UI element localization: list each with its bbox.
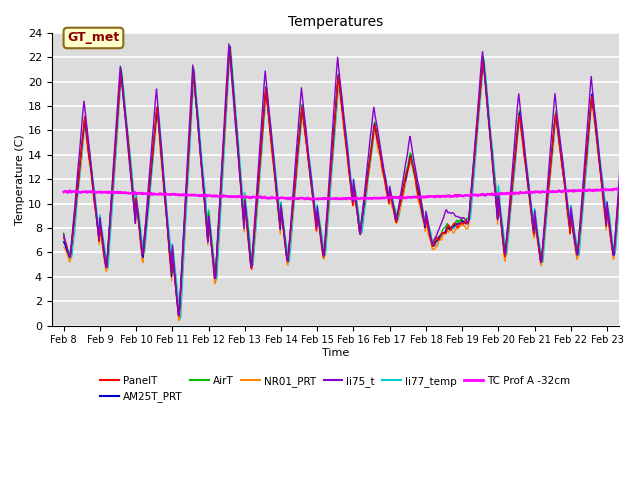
X-axis label: Time: Time [322,348,349,358]
Text: GT_met: GT_met [67,32,120,45]
Legend: PanelT, AM25T_PRT, AirT, NR01_PRT, li75_t, li77_temp, TC Prof A -32cm: PanelT, AM25T_PRT, AirT, NR01_PRT, li75_… [96,372,575,406]
Y-axis label: Temperature (C): Temperature (C) [15,134,25,225]
Title: Temperatures: Temperatures [288,15,383,29]
